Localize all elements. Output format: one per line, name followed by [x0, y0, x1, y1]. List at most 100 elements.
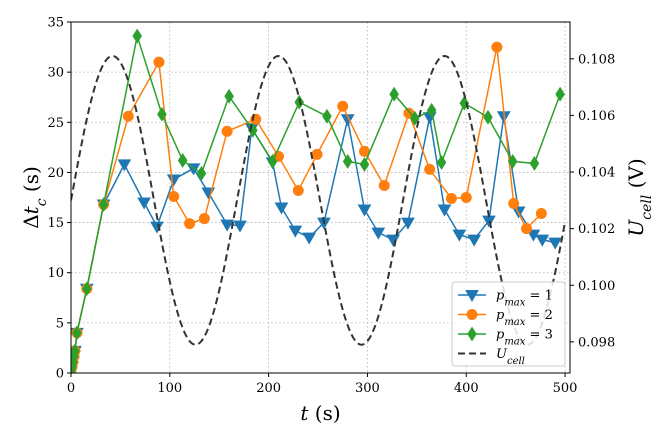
- legend-marker: [467, 326, 477, 342]
- y-right-tick-label: 0.100: [578, 279, 615, 294]
- x-tick-label: 300: [355, 381, 380, 396]
- data-point: [535, 208, 547, 220]
- data-point: [371, 227, 386, 240]
- data-point: [184, 218, 196, 230]
- data-point: [555, 86, 565, 102]
- data-point: [292, 184, 304, 196]
- data-point: [535, 234, 550, 247]
- x-axis-title: t (s): [300, 401, 340, 425]
- series-u-cell: [71, 54, 567, 346]
- series-p-max-3: [71, 28, 565, 373]
- data-point: [166, 174, 181, 187]
- data-point: [529, 155, 540, 171]
- y-left-tick-label: 20: [47, 166, 64, 181]
- data-point: [521, 223, 533, 235]
- y-right-tick-label: 0.102: [578, 222, 615, 237]
- y-left-tick-label: 35: [47, 16, 64, 31]
- legend-marker: [466, 309, 478, 320]
- data-point: [424, 163, 436, 175]
- legend-box: [451, 281, 566, 367]
- ticks: 0 100 200 300 400 500 0 5 10 15 20 25 30 35 0.098 0.100…: [47, 16, 615, 397]
- plot-series: [71, 28, 567, 373]
- data-point: [132, 28, 142, 44]
- data-point: [122, 110, 134, 122]
- series-line: [71, 35, 561, 371]
- data-point: [437, 204, 452, 217]
- data-point: [288, 225, 303, 238]
- data-point: [137, 197, 151, 210]
- data-point: [168, 190, 180, 202]
- data-point: [426, 102, 437, 118]
- y-left-tick-label: 10: [47, 266, 64, 281]
- y-left-tick-label: 5: [56, 316, 64, 331]
- data-point: [452, 229, 467, 242]
- data-point: [322, 108, 332, 124]
- data-point: [220, 219, 234, 232]
- data-point: [198, 213, 210, 225]
- legend-label: pmax = 2: [496, 308, 553, 328]
- y-right-tick-label: 0.108: [578, 52, 615, 67]
- data-point: [267, 153, 278, 169]
- data-point: [274, 202, 289, 215]
- data-point: [221, 125, 233, 137]
- data-point: [177, 152, 188, 168]
- data-point: [337, 100, 349, 112]
- data-point: [117, 159, 132, 172]
- y-left-tick-label: 30: [47, 66, 64, 81]
- data-point: [302, 232, 316, 245]
- data-point: [378, 179, 390, 191]
- legend-item: Ucell: [458, 347, 525, 367]
- data-point: [153, 56, 165, 68]
- x-tick-label: 500: [553, 381, 578, 396]
- data-point: [410, 110, 420, 126]
- legend-label: Ucell: [496, 347, 525, 367]
- data-point: [467, 234, 482, 247]
- data-point: [82, 281, 92, 297]
- data-point: [401, 217, 415, 230]
- y-right-tick-label: 0.104: [578, 166, 615, 181]
- y-axis-right-title: Ucell (V): [624, 158, 655, 236]
- x-tick-label: 200: [256, 381, 281, 396]
- x-tick-label: 100: [157, 381, 182, 396]
- data-point: [233, 220, 247, 233]
- data-point: [508, 198, 520, 210]
- data-point: [483, 109, 493, 125]
- x-tick-label: 0: [67, 381, 75, 396]
- data-point: [460, 192, 472, 203]
- data-point: [311, 148, 323, 160]
- ucell-line: [71, 54, 567, 346]
- data-point: [359, 156, 370, 172]
- data-point: [150, 221, 164, 234]
- y-left-tick-label: 0: [56, 367, 64, 382]
- data-point: [389, 86, 399, 102]
- data-point: [157, 106, 167, 122]
- data-point: [491, 41, 503, 53]
- legend-marker: [465, 290, 479, 303]
- data-point: [196, 166, 207, 181]
- data-point: [98, 197, 109, 212]
- data-point: [507, 153, 518, 169]
- data-point: [357, 204, 372, 217]
- legend-item: pmax = 1: [458, 289, 553, 309]
- data-point: [71, 343, 80, 359]
- y-axis-left-title: Δtc (s): [19, 166, 50, 229]
- legend-label: pmax = 1: [496, 289, 553, 309]
- y-right-tick-label: 0.106: [578, 109, 615, 124]
- plot-frame: [70, 21, 571, 374]
- data-point: [386, 234, 400, 247]
- data-point: [548, 237, 563, 250]
- data-point: [342, 153, 353, 169]
- data-point: [224, 88, 234, 104]
- legend-item: pmax = 2: [458, 308, 553, 328]
- y-left-tick-label: 15: [47, 216, 64, 231]
- legend-label: pmax = 3: [496, 328, 553, 348]
- data-point: [445, 193, 457, 205]
- y-left-tick-label: 25: [47, 116, 64, 131]
- data-point: [436, 154, 447, 170]
- data-point: [72, 325, 82, 341]
- legend-item: pmax = 3: [458, 326, 553, 348]
- x-tick-label: 400: [454, 381, 479, 396]
- y-right-tick-label: 0.098: [578, 335, 615, 350]
